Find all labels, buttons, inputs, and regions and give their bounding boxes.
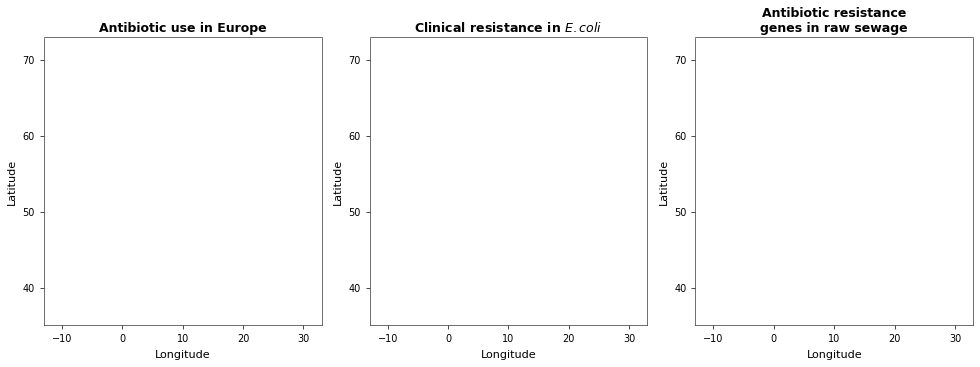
X-axis label: Longitude: Longitude (480, 350, 536, 360)
Title: Clinical resistance in $\it{E. coli}$: Clinical resistance in $\it{E. coli}$ (415, 21, 603, 35)
Title: Antibiotic resistance
genes in raw sewage: Antibiotic resistance genes in raw sewag… (760, 7, 908, 35)
Y-axis label: Latitude: Latitude (7, 159, 17, 204)
Y-axis label: Latitude: Latitude (332, 159, 343, 204)
Y-axis label: Latitude: Latitude (659, 159, 668, 204)
Title: Antibiotic use in Europe: Antibiotic use in Europe (99, 22, 267, 35)
X-axis label: Longitude: Longitude (807, 350, 862, 360)
X-axis label: Longitude: Longitude (155, 350, 211, 360)
